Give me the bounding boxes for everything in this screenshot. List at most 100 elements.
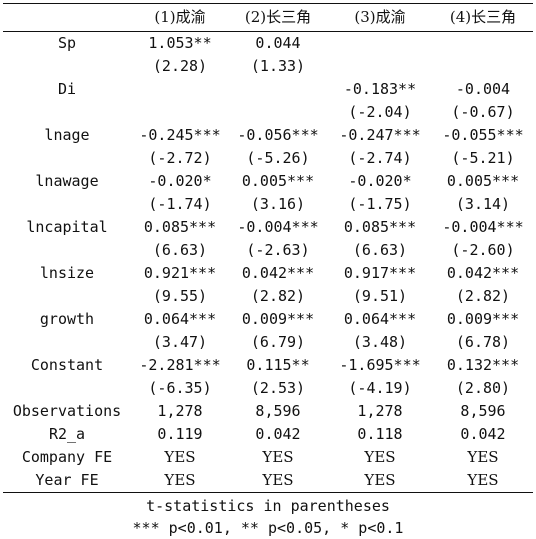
row-label: lnawage [35, 172, 99, 190]
row-label: Company FE [21, 448, 113, 466]
header-cell-model-3: (3)成渝 [327, 3, 433, 32]
table-cell: (2.80) [455, 379, 511, 397]
row-label: Observations [12, 402, 122, 420]
table-cell: (2.82) [455, 287, 511, 305]
table-notes: t-statistics in parentheses *** p<0.01, … [0, 495, 536, 539]
table-body: Sp 1.053** 0.044 (2.28) (1.33) Di -0.183… [3, 32, 533, 493]
table-cell: 0.042 [460, 425, 506, 443]
table-row: (-2.72) (-5.26) (-2.74) (-5.21) [3, 147, 533, 170]
table-cell: YES [262, 448, 294, 466]
table-cell: (-1.74) [148, 195, 212, 213]
table-cell: -2.281*** [139, 356, 221, 374]
table-cell: (2.28) [152, 57, 208, 75]
table-cell: -0.245*** [139, 126, 221, 144]
table-cell: -0.055*** [442, 126, 524, 144]
table-cell: YES [327, 469, 433, 493]
table-cell [433, 55, 533, 78]
table-cell: 0.085*** [343, 218, 417, 236]
table-cell: 1,278 [157, 402, 203, 420]
table-row: Sp 1.053** 0.044 [3, 32, 533, 56]
table-cell: 0.005*** [241, 172, 315, 190]
table-cell: (1.33) [250, 57, 306, 75]
table-cell: 0.132*** [446, 356, 520, 374]
row-label: R2_a [48, 425, 86, 443]
row-label [3, 331, 131, 354]
table-cell [131, 78, 229, 101]
table-cell: (6.78) [455, 333, 511, 351]
table-cell: 0.085*** [143, 218, 217, 236]
table-cell: 0.118 [357, 425, 403, 443]
table-cell [131, 101, 229, 124]
row-label [3, 55, 131, 78]
table-cell: (6.79) [250, 333, 306, 351]
table-cell [433, 32, 533, 56]
note-significance-levels: *** p<0.01, ** p<0.05, * p<0.1 [132, 519, 404, 537]
table-row: lnage -0.245*** -0.056*** -0.247*** -0.0… [3, 124, 533, 147]
row-label [3, 193, 131, 216]
table-cell: (3.16) [250, 195, 306, 213]
table-cell: 8,596 [460, 402, 506, 420]
table-cell: 0.009*** [241, 310, 315, 328]
row-label: growth [39, 310, 95, 328]
table-cell: 0.042*** [446, 264, 520, 282]
table-cell: 1,278 [357, 402, 403, 420]
table-cell: (2.53) [250, 379, 306, 397]
table-cell: 0.044 [255, 34, 301, 52]
row-label [3, 285, 131, 308]
table-cell: -0.020* [148, 172, 212, 190]
table-cell: 1.053** [148, 34, 212, 52]
table-row: (6.63) (-2.63) (6.63) (-2.60) [3, 239, 533, 262]
table-row: (3.47) (6.79) (3.48) (6.78) [3, 331, 533, 354]
table-row: Company FE YES YES YES YES [3, 446, 533, 469]
table-cell [327, 55, 433, 78]
table-row: Observations 1,278 8,596 1,278 8,596 [3, 400, 533, 423]
table-row: Constant -2.281*** 0.115** -1.695*** 0.1… [3, 354, 533, 377]
table-cell: (-2.04) [348, 103, 412, 121]
row-label [3, 377, 131, 400]
table-row: Di -0.183** -0.004 [3, 78, 533, 101]
table-cell: (-2.60) [451, 241, 515, 259]
row-label: Constant [30, 356, 104, 374]
table-cell: (3.47) [152, 333, 208, 351]
table-row: lnsize 0.921*** 0.042*** 0.917*** 0.042*… [3, 262, 533, 285]
table-cell: 0.064*** [343, 310, 417, 328]
table-cell [229, 78, 327, 101]
table-row: (-6.35) (2.53) (-4.19) (2.80) [3, 377, 533, 400]
table-cell: (-4.19) [348, 379, 412, 397]
table-row: (-1.74) (3.16) (-1.75) (3.14) [3, 193, 533, 216]
table-cell: -0.004*** [442, 218, 524, 236]
table-cell: -0.004*** [237, 218, 319, 236]
table-cell: 0.009*** [446, 310, 520, 328]
table-cell: (-5.21) [451, 149, 515, 167]
header-cell-model-4: (4)长三角 [433, 3, 533, 32]
table-cell: 0.119 [157, 425, 203, 443]
table-cell: (-1.75) [348, 195, 412, 213]
table-cell: YES [229, 469, 327, 493]
table-cell: YES [433, 469, 533, 493]
table-row: lncapital 0.085*** -0.004*** 0.085*** -0… [3, 216, 533, 239]
table-cell: (6.63) [152, 241, 208, 259]
header-cell-stub [3, 3, 131, 32]
row-label: Year FE [3, 469, 131, 493]
table-cell: 0.005*** [446, 172, 520, 190]
table-cell: (2.82) [250, 287, 306, 305]
table-cell: (6.63) [352, 241, 408, 259]
table-cell: -1.695*** [339, 356, 421, 374]
row-label: lnsize [39, 264, 95, 282]
table-cell: (-2.74) [348, 149, 412, 167]
table-cell: 0.042*** [241, 264, 315, 282]
table-row: growth 0.064*** 0.009*** 0.064*** 0.009*… [3, 308, 533, 331]
header-cell-model-2: (2)长三角 [229, 3, 327, 32]
row-label: Sp [57, 34, 77, 52]
row-label: lncapital [26, 218, 108, 236]
table-cell: YES [164, 448, 196, 466]
row-label [3, 239, 131, 262]
table-row: R2_a 0.119 0.042 0.118 0.042 [3, 423, 533, 446]
header-cell-model-1: (1)成渝 [131, 3, 229, 32]
table-row: (2.28) (1.33) [3, 55, 533, 78]
row-label: lnage [44, 126, 90, 144]
table-cell: (3.14) [455, 195, 511, 213]
row-label [3, 101, 131, 124]
table-cell: (-2.72) [148, 149, 212, 167]
row-label [3, 147, 131, 170]
